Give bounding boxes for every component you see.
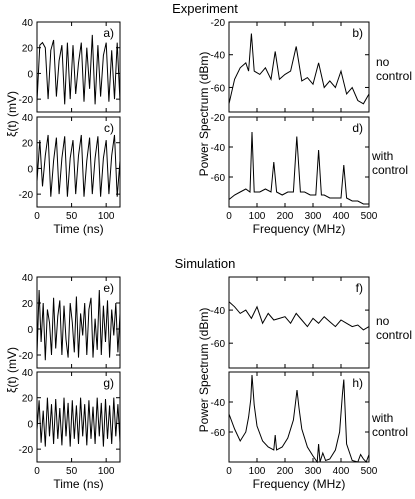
y-tick-label: -60: [211, 428, 226, 439]
y-tick-label: -40: [211, 51, 226, 62]
panel-label: c): [104, 121, 114, 135]
series-line: [228, 301, 370, 331]
y-tick-label: -40: [211, 398, 226, 409]
panel-label: b): [352, 26, 363, 40]
plot-frame: [228, 276, 370, 369]
y-tick-label: 40: [22, 113, 34, 124]
x-tick-label: 300: [305, 211, 322, 222]
y-tick-label: 20: [22, 44, 34, 55]
section-title-simulation: Simulation: [175, 256, 236, 271]
x-tick-label: 400: [333, 211, 350, 222]
series-line: [36, 397, 121, 447]
x-tick-label: 100: [249, 211, 266, 222]
section-title-experiment: Experiment: [172, 1, 238, 16]
y-tick-label: 0: [27, 419, 33, 430]
x-tick-label: 100: [98, 211, 115, 222]
side-label-word: with: [371, 149, 393, 163]
x-tick-label: 200: [277, 466, 294, 477]
series-line: [36, 289, 121, 361]
y-tick-label: 40: [22, 18, 34, 29]
side-label-word: no: [376, 55, 390, 69]
series-line: [228, 131, 369, 205]
x-axis-label: Frequency (MHz): [253, 222, 346, 236]
y-tick-label: -60: [211, 339, 226, 350]
side-label-word: control: [372, 163, 408, 177]
series-line: [228, 33, 370, 105]
panel-label: f): [356, 281, 363, 295]
plot-frame: [228, 371, 370, 463]
series-line: [36, 134, 121, 197]
plot-frame: [36, 371, 121, 463]
x-tick-label: 0: [226, 211, 232, 222]
plot-frame: [36, 21, 121, 113]
series-line: [228, 374, 370, 464]
x-tick-label: 0: [226, 466, 232, 477]
y-tick-label: -40: [211, 306, 226, 317]
y-tick-label: 40: [22, 273, 34, 284]
y-tick-label: -20: [19, 351, 34, 362]
y-tick-label: 20: [22, 394, 34, 405]
y-tick-label: -60: [211, 173, 226, 184]
y-tick-label: 20: [22, 139, 34, 150]
x-tick-label: 50: [66, 466, 78, 477]
panel-label: d): [352, 121, 363, 135]
x-tick-label: 500: [361, 211, 378, 222]
side-label-word: with: [371, 411, 393, 425]
side-label-word: control: [376, 69, 412, 83]
y-axis-label: ξ(t) (mV): [5, 347, 19, 393]
series-line: [36, 34, 121, 105]
side-label-word: control: [376, 328, 412, 342]
x-axis-label: Time (ns): [53, 477, 103, 491]
y-tick-label: -20: [19, 445, 34, 456]
x-axis-label: Frequency (MHz): [253, 477, 346, 491]
x-tick-label: 50: [66, 211, 78, 222]
y-tick-label: 0: [27, 164, 33, 175]
side-label-word: control: [372, 425, 408, 439]
x-tick-label: 200: [277, 211, 294, 222]
y-axis-label: Power Spectrum (dBm): [197, 308, 211, 433]
x-tick-label: 100: [249, 466, 266, 477]
x-tick-label: 300: [305, 466, 322, 477]
y-tick-label: 0: [27, 325, 33, 336]
x-tick-label: 0: [34, 466, 40, 477]
x-tick-label: 0: [34, 211, 40, 222]
y-axis-label: Power Spectrum (dBm): [197, 52, 211, 177]
panel-label: e): [103, 281, 114, 295]
plot-frame: [228, 116, 370, 208]
plot-frame: [228, 21, 370, 113]
y-tick-label: 40: [22, 368, 34, 379]
y-tick-label: 20: [22, 299, 34, 310]
y-tick-label: -20: [211, 18, 226, 29]
y-axis-label: ξ(t) (mV): [5, 91, 19, 137]
x-axis-label: Time (ns): [53, 222, 103, 236]
y-tick-label: -20: [19, 95, 34, 106]
y-tick-label: -60: [211, 83, 226, 94]
side-label-word: no: [376, 314, 390, 328]
panel-label: h): [352, 376, 363, 390]
y-tick-label: 0: [27, 69, 33, 80]
y-tick-label: -20: [211, 113, 226, 124]
y-tick-label: -20: [19, 190, 34, 201]
x-tick-label: 500: [361, 466, 378, 477]
x-tick-label: 400: [333, 466, 350, 477]
y-tick-label: -40: [211, 143, 226, 154]
panel-label: a): [103, 26, 114, 40]
panel-label: g): [103, 376, 114, 390]
x-tick-label: 100: [98, 466, 115, 477]
